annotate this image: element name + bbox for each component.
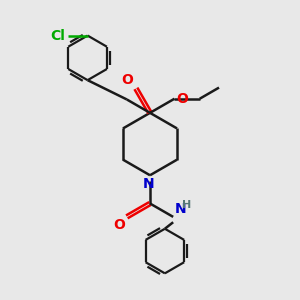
Text: N: N xyxy=(143,177,154,191)
Text: H: H xyxy=(182,200,191,210)
Text: Cl: Cl xyxy=(50,28,65,43)
Text: N: N xyxy=(174,202,186,216)
Text: O: O xyxy=(176,92,188,106)
Text: O: O xyxy=(121,73,133,87)
Text: O: O xyxy=(113,218,125,233)
